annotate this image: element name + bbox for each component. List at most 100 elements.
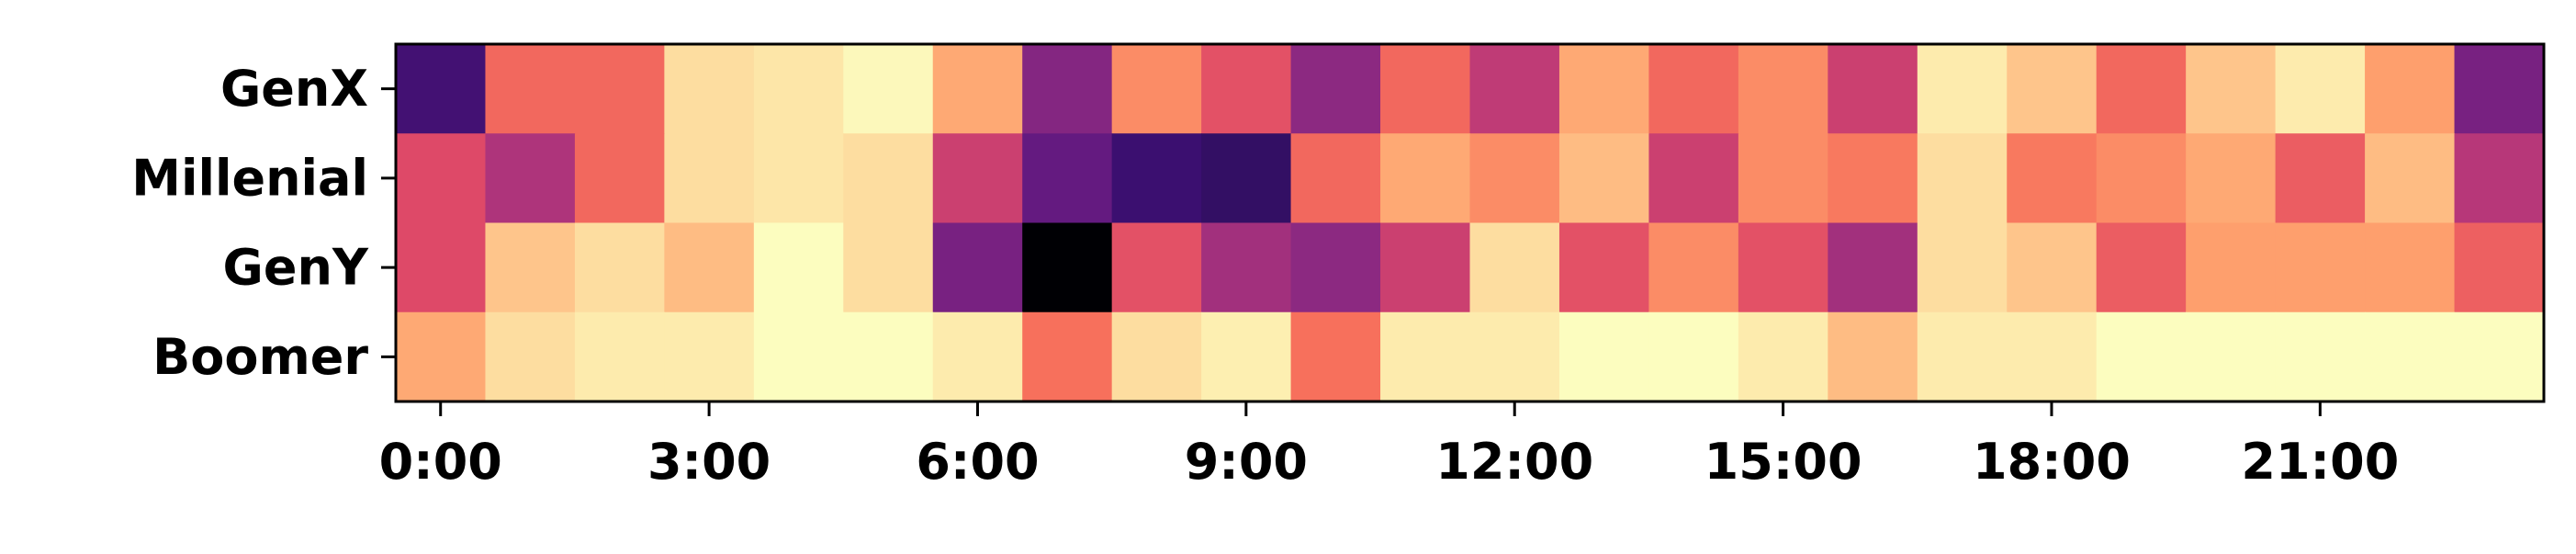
- heatmap-cell: [396, 222, 487, 313]
- heatmap-cell: [2186, 311, 2277, 402]
- heatmap-cell: [2454, 222, 2545, 313]
- heatmap-cell: [1469, 133, 1560, 224]
- heatmap-cell: [2275, 311, 2366, 402]
- heatmap-cell: [843, 133, 934, 224]
- x-tick-label: 6:00: [916, 433, 1039, 491]
- heatmap-cell: [2096, 44, 2187, 134]
- heatmap-cell: [396, 44, 487, 134]
- heatmap-cell: [2454, 44, 2545, 134]
- heatmap-cell: [1828, 222, 1918, 313]
- x-tick-label: 21:00: [2241, 433, 2399, 491]
- x-tick-label: 15:00: [1704, 433, 1862, 491]
- heatmap-cell: [2454, 133, 2545, 224]
- heatmap-cell: [2365, 133, 2456, 224]
- heatmap-cell: [574, 133, 665, 224]
- heatmap-cell: [1111, 44, 1202, 134]
- heatmap-cell: [396, 133, 487, 224]
- heatmap-cell: [1469, 44, 1560, 134]
- heatmap-cell: [2007, 311, 2098, 402]
- x-tick-label: 18:00: [1973, 433, 2131, 491]
- heatmap-cell: [1022, 133, 1113, 224]
- heatmap-cell: [1558, 311, 1650, 402]
- x-tick-label: 12:00: [1435, 433, 1593, 491]
- heatmap-cells: [396, 44, 2545, 402]
- heatmap-cell: [1022, 222, 1113, 313]
- heatmap-cell: [1022, 311, 1113, 402]
- heatmap-cell: [2186, 133, 2277, 224]
- heatmap-cell: [1290, 133, 1381, 224]
- y-tick-label: Millenial: [131, 149, 368, 207]
- heatmap-cell: [1738, 311, 1828, 402]
- heatmap-cell: [2186, 44, 2277, 134]
- heatmap-cell: [753, 311, 844, 402]
- heatmap-cell: [2454, 311, 2545, 402]
- heatmap-cell: [2365, 44, 2456, 134]
- heatmap-cell: [2007, 222, 2098, 313]
- y-tick-label: GenX: [220, 60, 368, 118]
- heatmap-cell: [1290, 44, 1381, 134]
- heatmap-cell: [664, 222, 755, 313]
- heatmap-cell: [1648, 44, 1739, 134]
- x-tick-label: 3:00: [647, 433, 771, 491]
- heatmap-cell: [1738, 222, 1828, 313]
- heatmap-cell: [843, 222, 934, 313]
- heatmap-cell: [664, 311, 755, 402]
- heatmap-cell: [1917, 133, 2008, 224]
- heatmap-cell: [1648, 133, 1739, 224]
- heatmap-cell: [1290, 311, 1381, 402]
- heatmap-cell: [1380, 222, 1471, 313]
- heatmap-cell: [2007, 133, 2098, 224]
- x-axis: 0:00 3:00 6:00 9:00 12:00 15:00 18:00 21:00: [379, 401, 2399, 491]
- x-tick-label: 9:00: [1185, 433, 1308, 491]
- heatmap-cell: [664, 44, 755, 134]
- heatmap-cell: [485, 44, 576, 134]
- heatmap-cell: [2096, 222, 2187, 313]
- heatmap-cell: [2275, 133, 2366, 224]
- heatmap-cell: [1111, 222, 1202, 313]
- heatmap-cell: [2007, 44, 2098, 134]
- heatmap-cell: [753, 133, 844, 224]
- heatmap-cell: [485, 222, 576, 313]
- heatmap-cell: [2365, 311, 2456, 402]
- heatmap-cell: [1469, 311, 1560, 402]
- heatmap-cell: [1201, 311, 1292, 402]
- plot-frame: [394, 42, 2546, 403]
- heatmap-cell: [1828, 133, 1918, 224]
- heatmap-cell: [1828, 311, 1918, 402]
- heatmap-cell: [1917, 222, 2008, 313]
- heatmap-cell: [485, 311, 576, 402]
- heatmap-cell: [1290, 222, 1381, 313]
- heatmap-cell: [485, 133, 576, 224]
- heatmap-cell: [1380, 311, 1471, 402]
- heatmap-cell: [1558, 44, 1650, 134]
- heatmap-cell: [932, 133, 1023, 224]
- heatmap-cell: [843, 311, 934, 402]
- y-tick-label: GenY: [223, 239, 369, 297]
- heatmap-cell: [2275, 222, 2366, 313]
- heatmap-cell: [2096, 133, 2187, 224]
- heatmap-cell: [753, 222, 844, 313]
- heatmap-cell: [1648, 311, 1739, 402]
- heatmap-cell: [932, 311, 1023, 402]
- heatmap-cell: [1558, 133, 1650, 224]
- y-axis: GenX Millenial GenY Boomer: [131, 60, 396, 386]
- heatmap-cell: [1738, 44, 1828, 134]
- heatmap-cell: [1380, 44, 1471, 134]
- heatmap-cell: [574, 311, 665, 402]
- heatmap-cell: [1558, 222, 1650, 313]
- heatmap-cell: [1380, 133, 1471, 224]
- heatmap-cell: [2365, 222, 2456, 313]
- heatmap-cell: [753, 44, 844, 134]
- y-tick-label: Boomer: [152, 328, 368, 386]
- heatmap-cell: [2186, 222, 2277, 313]
- heatmap-cell: [1738, 133, 1828, 224]
- heatmap-cell: [2096, 311, 2187, 402]
- heatmap-cell: [1917, 311, 2008, 402]
- heatmap-cell: [932, 222, 1023, 313]
- heatmap-cell: [1917, 44, 2008, 134]
- heatmap-cell: [1111, 133, 1202, 224]
- heatmap-cell: [664, 133, 755, 224]
- heatmap-cell: [1201, 44, 1292, 134]
- heatmap-cell: [843, 44, 934, 134]
